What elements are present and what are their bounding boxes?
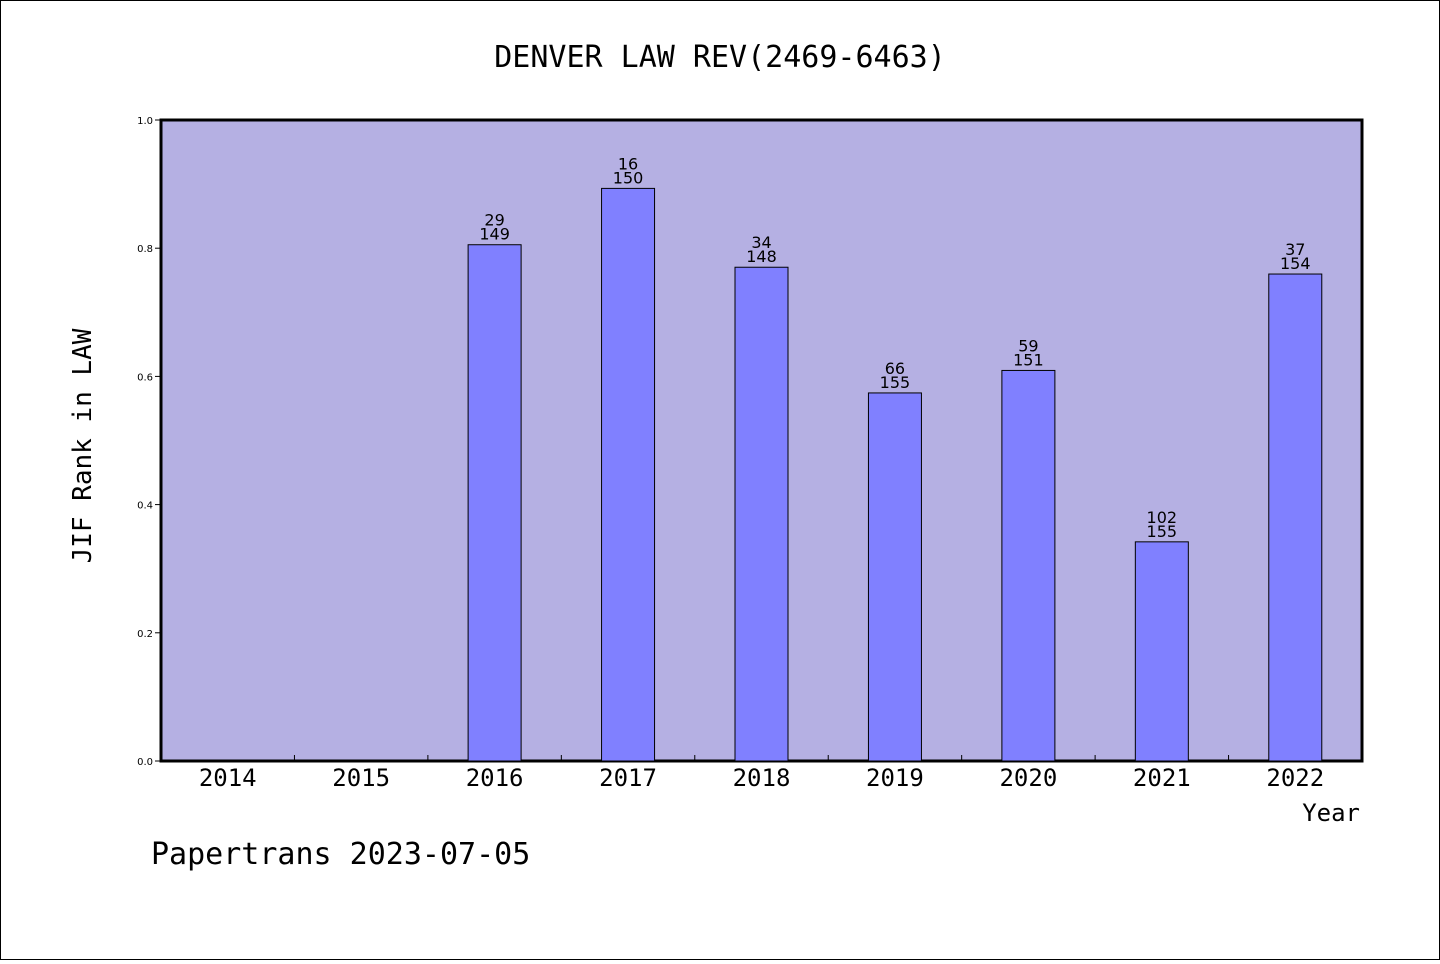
- x-tick-label: 2017: [599, 764, 657, 792]
- bar-2018: [734, 266, 789, 762]
- x-tick-label: 2014: [199, 764, 257, 792]
- bar-2019: [867, 392, 922, 762]
- bar-rank-label: 37: [1285, 240, 1305, 259]
- footer-watermark: Papertrans 2023-07-05: [151, 837, 530, 872]
- x-tick-label: 2022: [1266, 764, 1324, 792]
- bar-2020: [1001, 369, 1056, 762]
- y-tick-label: 0.0: [137, 757, 153, 768]
- bar-total-label: 150: [613, 168, 644, 187]
- bar-rank-label: 66: [885, 359, 905, 378]
- x-tick-label: 2016: [466, 764, 524, 792]
- bar-total-label: 154: [1280, 254, 1311, 273]
- x-axis-label: Year: [1302, 799, 1360, 827]
- bar-rank-label: 102: [1147, 508, 1178, 527]
- x-tick-label: 2015: [332, 764, 390, 792]
- chart-title: DENVER LAW REV(2469-6463): [494, 40, 946, 75]
- bar-total-label: 148: [746, 247, 777, 266]
- bar-total-label: 149: [479, 225, 510, 244]
- x-tick-label: 2021: [1133, 764, 1191, 792]
- y-tick-label: 0.8: [137, 244, 153, 255]
- bar-total-label: 151: [1013, 350, 1044, 369]
- y-tick-label: 0.6: [137, 372, 153, 383]
- y-tick-label: 0.4: [137, 501, 153, 512]
- bar-total-label: 155: [880, 373, 911, 392]
- bar-rank-label: 59: [1018, 336, 1038, 355]
- bar-rank-label: 16: [618, 154, 638, 173]
- x-tick-label: 2020: [999, 764, 1057, 792]
- y-tick-label: 0.2: [137, 629, 153, 640]
- x-axis-ticks: 2014 2015 2016 2017 2018 2019 2020 2021 2022: [199, 755, 1324, 792]
- y-tick-label: 1.0: [137, 116, 153, 127]
- y-axis-label: JIF Rank in LAW: [68, 328, 98, 563]
- bar-total-label: 155: [1147, 522, 1178, 541]
- x-tick-label: 2018: [733, 764, 791, 792]
- bar-rank-label: 34: [751, 233, 771, 252]
- y-axis-ticks: 0.0 0.2 0.4 0.6 0.8 1.0: [137, 116, 161, 768]
- bar-2016: [467, 244, 522, 762]
- x-tick-label: 2019: [866, 764, 924, 792]
- bar-2021: [1134, 541, 1189, 762]
- bar-2022: [1268, 273, 1323, 762]
- bar-rank-label: 29: [484, 211, 504, 230]
- bar-2017: [601, 187, 656, 762]
